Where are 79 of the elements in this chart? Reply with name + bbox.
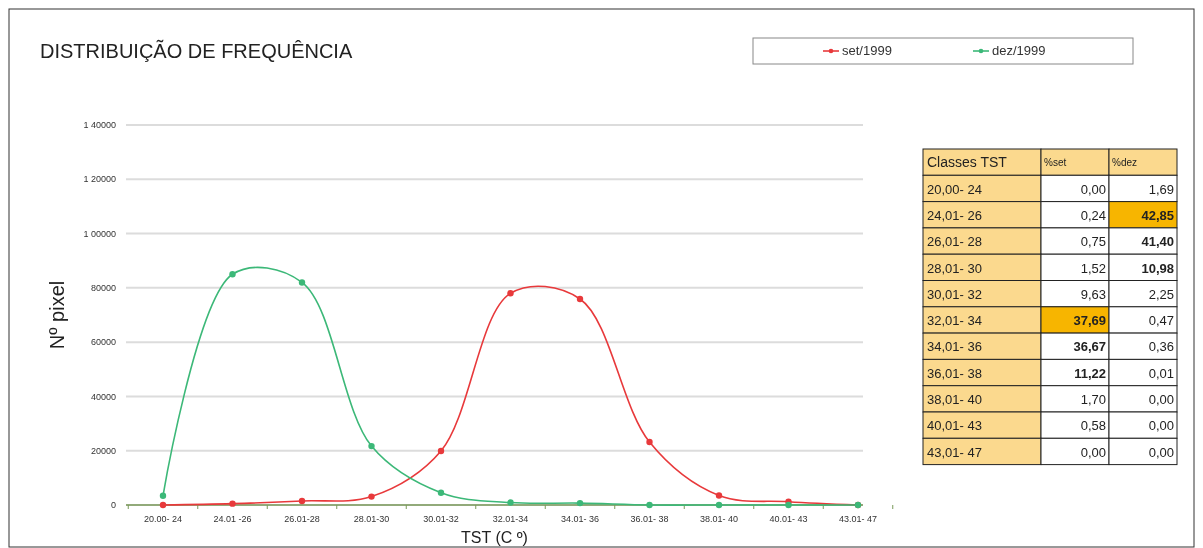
point xyxy=(646,501,653,509)
x-tick-label: 24.01 -26 xyxy=(213,514,252,524)
data-label: 0,58 xyxy=(1080,418,1106,434)
x-tick-label: 32.01-34 xyxy=(492,514,529,524)
category-label: 34,01- 36 xyxy=(927,339,982,355)
category-label: 32,01- 34 xyxy=(927,313,982,329)
x-axis-title: TST (C º) xyxy=(461,529,528,546)
data-label: 9,63 xyxy=(1080,286,1106,302)
data-label: 10,98 xyxy=(1141,260,1174,276)
point xyxy=(437,489,445,496)
y-tick-label: 60000 xyxy=(90,337,116,348)
point xyxy=(368,442,375,450)
data-label: 0,01 xyxy=(1148,365,1174,381)
x-tick-label: 36.01- 38 xyxy=(630,514,669,524)
y-tick-label: 20000 xyxy=(90,445,116,456)
point xyxy=(785,501,792,509)
category-label: 40,01- 43 xyxy=(927,418,982,434)
point xyxy=(646,438,653,446)
x-tick-label: 26.01-28 xyxy=(284,514,320,524)
data-label: 37,69 xyxy=(1073,313,1106,329)
point xyxy=(298,279,306,286)
data-label: 0,00 xyxy=(1148,392,1174,407)
data-label: 11,22 xyxy=(1074,365,1106,381)
data-label: 42,85 xyxy=(1141,207,1174,223)
y-tick-label: 40000 xyxy=(90,391,116,402)
x-tick-label: 40.01- 43 xyxy=(769,514,808,524)
category-label: 36,01- 38 xyxy=(927,365,982,381)
point xyxy=(368,493,375,500)
data-label: 0,00 xyxy=(1080,444,1106,460)
point xyxy=(159,492,167,499)
y-tick-label: 0 xyxy=(110,500,116,511)
point xyxy=(576,295,584,303)
point xyxy=(576,499,584,507)
point xyxy=(229,271,236,278)
y-tick-label: 80000 xyxy=(90,283,116,294)
legend-label: set/1999 xyxy=(842,43,892,58)
data-label: 0,47 xyxy=(1148,313,1174,329)
series-label: %dez xyxy=(1112,157,1138,169)
text: Classes TST xyxy=(927,154,1008,171)
point xyxy=(159,501,167,509)
x-tick-label: 43.01- 47 xyxy=(838,514,878,524)
category-label: 30,01- 32 xyxy=(927,286,982,302)
data-label: 0,75 xyxy=(1080,234,1106,250)
x-tick-label: 34.01- 36 xyxy=(560,514,600,524)
legend-label: dez/1999 xyxy=(992,43,1046,58)
data-label: 41,40 xyxy=(1141,234,1174,250)
series-label: %set xyxy=(1044,157,1067,169)
chart-title: DISTRIBUIÇÃO DE FREQUÊNCIA xyxy=(40,39,353,62)
data-label: 0,36 xyxy=(1148,339,1174,355)
data-label: 1,70 xyxy=(1080,392,1106,407)
x-tick-label: 30.01-32 xyxy=(423,514,459,524)
data-label: 0,00 xyxy=(1080,181,1106,197)
data-label: 2,25 xyxy=(1148,286,1174,302)
y-axis-title: Nº pixel xyxy=(46,280,68,350)
data-label: 1,69 xyxy=(1148,181,1174,197)
category-label: 24,01- 26 xyxy=(927,207,982,223)
point xyxy=(715,492,723,499)
y-tick-label: 1 40000 xyxy=(83,120,116,131)
point xyxy=(229,500,236,507)
category-label: 26,01- 28 xyxy=(927,234,982,250)
category-label: 20,00- 24 xyxy=(927,181,982,197)
category-label: 28,01- 30 xyxy=(927,260,982,276)
data-label: 0,24 xyxy=(1080,207,1106,223)
x-tick-label: 38.01- 40 xyxy=(699,514,739,524)
point xyxy=(298,497,306,505)
data-label: 0,00 xyxy=(1148,418,1174,434)
data-label: 1,52 xyxy=(1080,260,1106,276)
x-tick-label: 20.00- 24 xyxy=(143,514,183,524)
category-label: 38,01- 40 xyxy=(927,392,982,407)
y-tick-label: 1 20000 xyxy=(83,174,116,185)
y-tick-label: 1 00000 xyxy=(83,228,116,239)
point xyxy=(437,447,445,455)
point xyxy=(715,501,723,509)
data-label: 36,67 xyxy=(1073,339,1106,355)
point xyxy=(507,499,514,506)
data-label: 0,00 xyxy=(1148,444,1174,460)
category-label: 43,01- 47 xyxy=(927,444,982,460)
x-tick-label: 28.01-30 xyxy=(353,514,390,524)
point xyxy=(507,290,514,297)
